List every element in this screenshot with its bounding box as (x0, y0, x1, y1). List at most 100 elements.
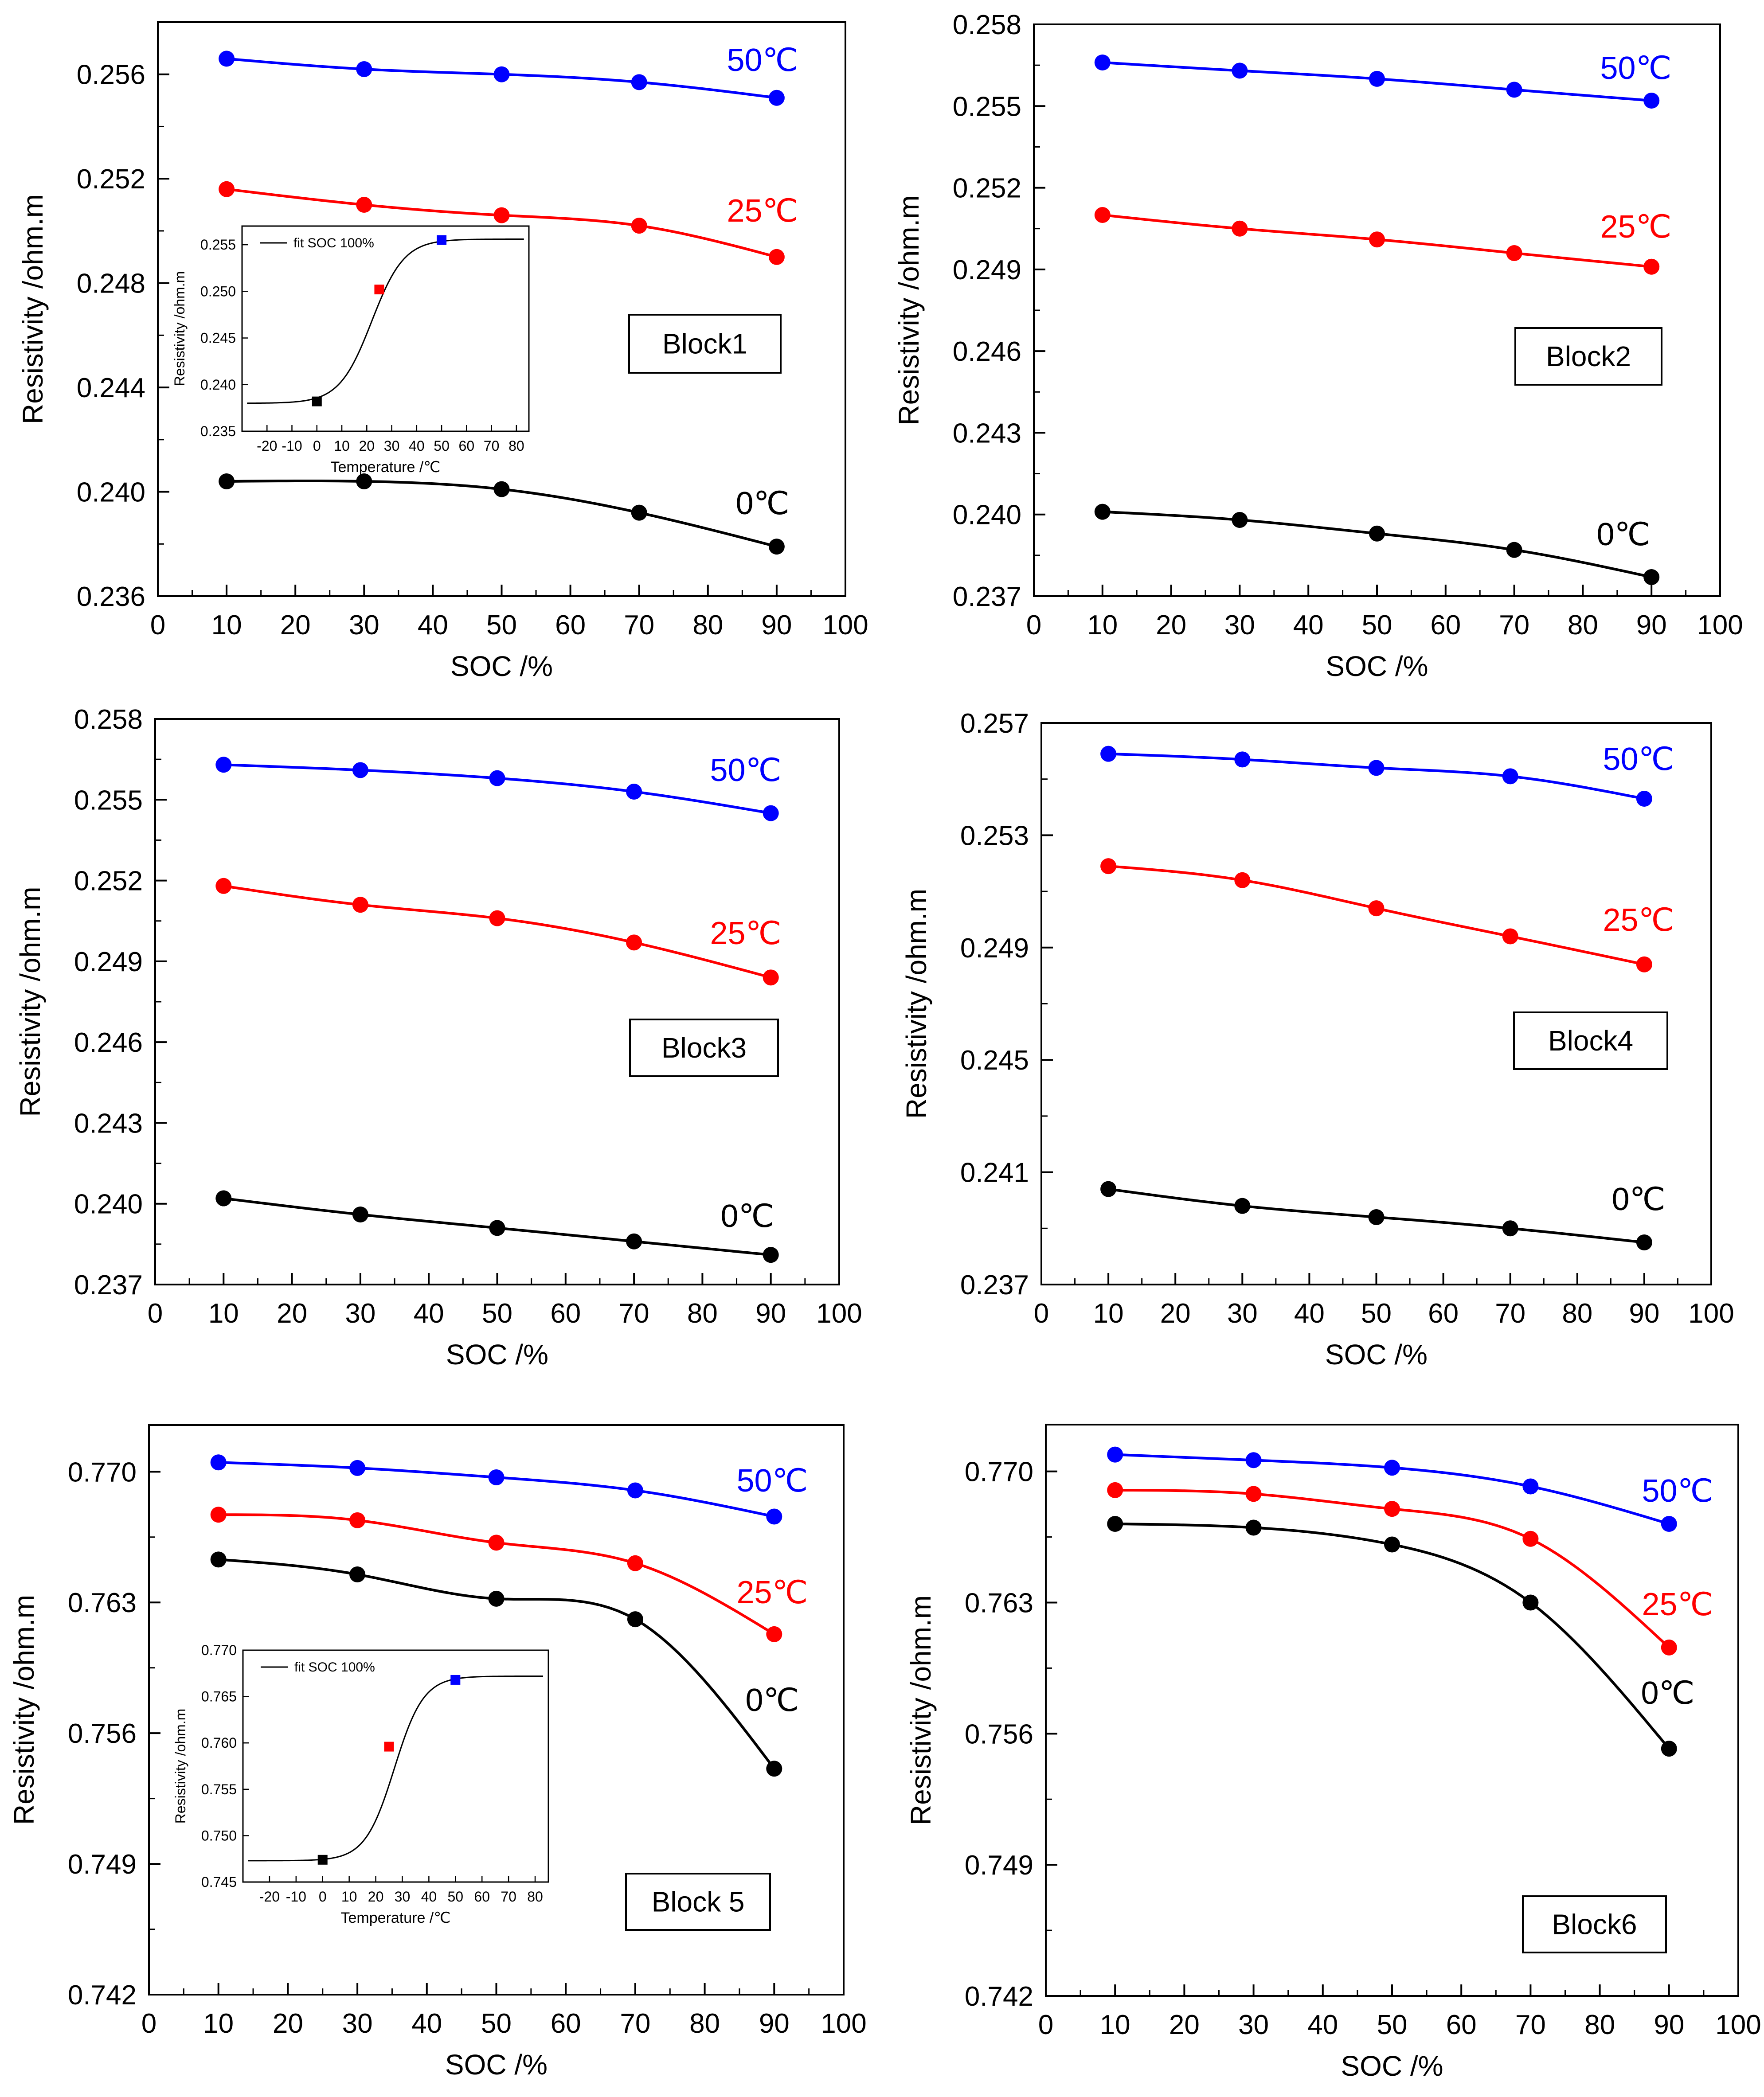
data-point (1636, 956, 1652, 972)
x-tick-label: 10 (1100, 2010, 1130, 2040)
y-tick-label: 0.749 (68, 1849, 137, 1880)
y-tick-label: 0.252 (77, 164, 145, 195)
y-axis-title: Resistivity /ohm.m (900, 889, 932, 1119)
inset-x-tick-label: -10 (286, 1889, 306, 1905)
x-tick-label: 0 (141, 2008, 156, 2039)
data-point (1506, 82, 1522, 98)
data-point (1522, 1478, 1539, 1495)
inset-legend-label: fit SOC 100% (293, 236, 374, 250)
x-tick-label: 40 (414, 1298, 444, 1329)
data-point (768, 539, 785, 555)
x-tick-label: 0 (1038, 2010, 1053, 2040)
y-tick-label: 0.249 (74, 947, 143, 977)
x-tick-label: 90 (761, 610, 792, 640)
x-tick-label: 10 (203, 2008, 234, 2039)
plot-frame (1040, 722, 1712, 1285)
data-point (1107, 1515, 1123, 1532)
inset-x-tick-label: -20 (257, 438, 277, 454)
y-tick-label: 0.243 (953, 418, 1021, 449)
y-tick-label: 0.749 (965, 1850, 1033, 1881)
inset-data-point (384, 1742, 394, 1752)
block-label-box (629, 1019, 779, 1077)
block-label-box (1513, 1011, 1668, 1070)
data-point (1643, 258, 1660, 275)
y-tick-label: 0.742 (965, 1981, 1033, 2012)
block-label: Block2 (1546, 340, 1631, 372)
data-point (1100, 858, 1117, 875)
data-point (352, 897, 368, 913)
x-tick-label: 30 (1238, 2010, 1269, 2040)
y-tick-label: 0.237 (953, 582, 1021, 612)
y-tick-label: 0.252 (953, 173, 1021, 204)
data-point (356, 61, 372, 77)
data-point (1245, 1486, 1262, 1502)
y-tick-label: 0.236 (77, 582, 145, 612)
inset-x-tick-label: 60 (459, 438, 475, 454)
inset-fit-curve (248, 1675, 544, 1862)
inset-y-tick-label: 0.765 (201, 1689, 237, 1705)
x-tick-label: 70 (1499, 610, 1529, 640)
x-tick-label: 30 (345, 1298, 375, 1329)
y-tick-label: 0.770 (965, 1457, 1033, 1488)
data-point (488, 1590, 505, 1607)
series-label: 50℃ (1600, 51, 1672, 86)
data-point (1369, 70, 1385, 87)
data-point (631, 504, 647, 521)
data-point (219, 473, 235, 489)
inset-x-tick-label: -10 (282, 438, 302, 454)
y-tick-label: 0.241 (960, 1158, 1029, 1188)
y-axis-title: Resistivity /ohm.m (17, 194, 49, 424)
x-axis-title: SOC /% (1341, 2050, 1443, 2082)
x-tick-label: 80 (687, 1298, 718, 1329)
inset-y-tick-label: 0.250 (200, 283, 236, 299)
series-line-3 (1102, 510, 1652, 578)
block-label: Block1 (662, 328, 747, 360)
data-point (1643, 93, 1660, 109)
x-tick-label: 60 (555, 610, 586, 640)
y-axis-title: Resistivity /ohm.m (14, 886, 46, 1117)
y-axis-title: Resistivity /ohm.m (893, 195, 925, 425)
y-tick-label: 0.246 (74, 1027, 143, 1058)
data-point (627, 1611, 643, 1628)
y-tick-label: 0.258 (953, 10, 1021, 40)
data-point (352, 1207, 368, 1223)
x-tick-label: 30 (349, 610, 379, 640)
x-tick-label: 80 (689, 2008, 720, 2039)
data-point (489, 910, 505, 926)
x-axis-title: SOC /% (446, 1339, 548, 1371)
x-tick-label: 100 (1688, 1298, 1734, 1329)
x-tick-label: 20 (1169, 2010, 1200, 2040)
inset-y-tick-label: 0.255 (200, 237, 236, 253)
data-point (631, 74, 647, 90)
data-point (1384, 1536, 1400, 1553)
x-tick-label: 20 (1160, 1298, 1191, 1329)
x-tick-label: 10 (211, 610, 242, 640)
x-tick-label: 20 (273, 2008, 303, 2039)
x-tick-label: 50 (1361, 1298, 1392, 1329)
data-point (768, 90, 785, 106)
x-tick-label: 100 (821, 2008, 866, 2039)
chart-panel-2: 0 10 20 30 40 50 60 70 80 90 100 0.237 0.240 0.243 0.2… (893, 10, 1743, 682)
data-point (766, 1508, 782, 1525)
y-tick-label: 0.257 (960, 708, 1029, 739)
x-tick-label: 90 (755, 1298, 786, 1329)
data-point (1369, 231, 1385, 248)
data-point (626, 934, 642, 951)
chart-panel-3: 0 10 20 30 40 50 60 70 80 90 100 0.237 0.240 0.243 0.2… (14, 704, 862, 1371)
x-tick-label: 100 (1697, 610, 1743, 640)
data-point (219, 51, 235, 67)
data-point (1502, 928, 1518, 945)
y-tick-label: 0.237 (960, 1270, 1029, 1300)
x-tick-label: 70 (1495, 1298, 1525, 1329)
series-label: 50℃ (1603, 742, 1674, 777)
inset-x-tick-label: 30 (395, 1889, 411, 1905)
x-tick-label: 0 (148, 1298, 163, 1329)
x-tick-label: 40 (411, 2008, 442, 2039)
inset-x-axis-title: Temperature /℃ (331, 459, 441, 476)
y-tick-label: 0.244 (77, 373, 145, 403)
data-point (1245, 1452, 1262, 1468)
data-point (1506, 245, 1522, 261)
x-tick-label: 30 (1224, 610, 1255, 640)
data-point (1094, 55, 1111, 70)
x-tick-label: 70 (619, 1298, 649, 1329)
